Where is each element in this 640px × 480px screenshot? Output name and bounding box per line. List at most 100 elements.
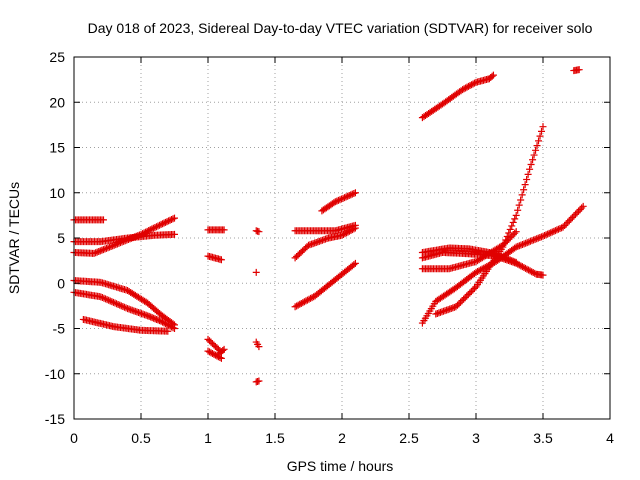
data-point	[512, 243, 520, 251]
data-point	[559, 223, 567, 231]
data-point	[123, 236, 131, 244]
series-arc-f	[79, 315, 172, 335]
x-tick-label: 0	[70, 430, 78, 446]
data-point	[351, 224, 359, 232]
series-arc-a	[70, 216, 107, 224]
data-point	[462, 84, 470, 92]
data-point	[539, 232, 547, 240]
data-point	[530, 151, 538, 159]
x-tick-label: 2.5	[399, 430, 419, 446]
data-point	[523, 239, 531, 247]
data-point	[105, 296, 113, 304]
data-point	[160, 319, 168, 327]
data-point	[341, 194, 349, 202]
y-tick-label: 15	[49, 140, 65, 156]
series-arc-d	[70, 277, 178, 329]
data-point	[166, 216, 174, 224]
data-point	[525, 238, 533, 246]
data-point	[511, 229, 519, 237]
data-point	[115, 239, 123, 247]
data-point	[562, 220, 570, 228]
series-arc-h	[204, 252, 225, 264]
data-point	[526, 267, 534, 275]
data-point	[164, 327, 172, 335]
data-point	[137, 230, 145, 238]
data-point	[162, 218, 170, 226]
data-point	[350, 225, 358, 233]
data-point	[506, 225, 514, 233]
y-axis-label: SDTVAR / TECUs	[6, 182, 22, 294]
data-point	[489, 71, 497, 79]
data-point	[539, 123, 547, 131]
data-point	[99, 246, 107, 254]
data-point	[135, 231, 143, 239]
data-point	[344, 228, 352, 236]
data-point	[341, 230, 349, 238]
data-point	[463, 292, 471, 300]
data-point	[503, 232, 511, 240]
data-point	[149, 224, 157, 232]
data-point	[508, 257, 516, 265]
x-tick-label: 4	[606, 430, 614, 446]
data-point	[171, 325, 178, 332]
data-point	[567, 215, 575, 223]
series-arc-n	[252, 338, 263, 351]
data-point	[348, 226, 356, 234]
data-point	[468, 81, 476, 89]
data-point	[151, 315, 159, 323]
data-point	[344, 192, 352, 200]
data-point	[351, 259, 359, 267]
data-point	[104, 244, 112, 252]
data-point	[506, 256, 514, 264]
data-point	[147, 313, 155, 321]
data-point	[544, 230, 552, 238]
data-point	[465, 82, 473, 90]
data-point	[297, 299, 305, 307]
data-point	[144, 312, 152, 320]
data-point	[460, 295, 468, 303]
data-point	[117, 302, 125, 310]
data-point	[336, 196, 344, 204]
data-point	[99, 216, 107, 224]
data-point	[333, 197, 341, 205]
data-point	[90, 249, 98, 257]
data-point	[302, 297, 310, 305]
data-point	[529, 156, 537, 164]
x-tick-label: 3.5	[533, 430, 553, 446]
data-point	[506, 234, 514, 242]
data-point	[511, 258, 519, 266]
data-point	[156, 317, 164, 325]
data-point	[517, 241, 525, 249]
series-arc-q	[291, 224, 359, 262]
data-point	[205, 348, 213, 356]
data-point	[509, 231, 517, 239]
data-point	[536, 233, 544, 241]
data-point	[217, 354, 225, 362]
y-tick-label: 20	[49, 94, 65, 110]
data-point	[553, 226, 561, 234]
data-point	[92, 249, 100, 257]
data-point	[207, 349, 215, 357]
data-point	[255, 228, 263, 236]
data-point	[120, 237, 128, 245]
data-point	[102, 295, 110, 303]
data-point	[300, 298, 308, 306]
data-point	[459, 86, 467, 94]
data-point	[471, 79, 479, 87]
data-point	[169, 324, 177, 332]
data-point	[134, 232, 142, 240]
data-point	[517, 196, 525, 204]
data-point	[455, 300, 463, 308]
data-point	[469, 286, 477, 294]
data-point	[100, 294, 108, 302]
data-point	[571, 210, 579, 218]
data-point	[565, 217, 573, 225]
data-point	[467, 287, 475, 295]
data-point	[532, 146, 540, 154]
data-point	[109, 242, 117, 250]
data-point	[113, 300, 121, 308]
data-point	[542, 231, 550, 239]
data-point	[122, 304, 130, 312]
y-tick-label: -10	[45, 366, 65, 382]
data-point	[118, 238, 126, 246]
